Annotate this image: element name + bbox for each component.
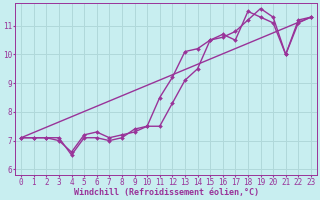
- X-axis label: Windchill (Refroidissement éolien,°C): Windchill (Refroidissement éolien,°C): [74, 188, 259, 197]
